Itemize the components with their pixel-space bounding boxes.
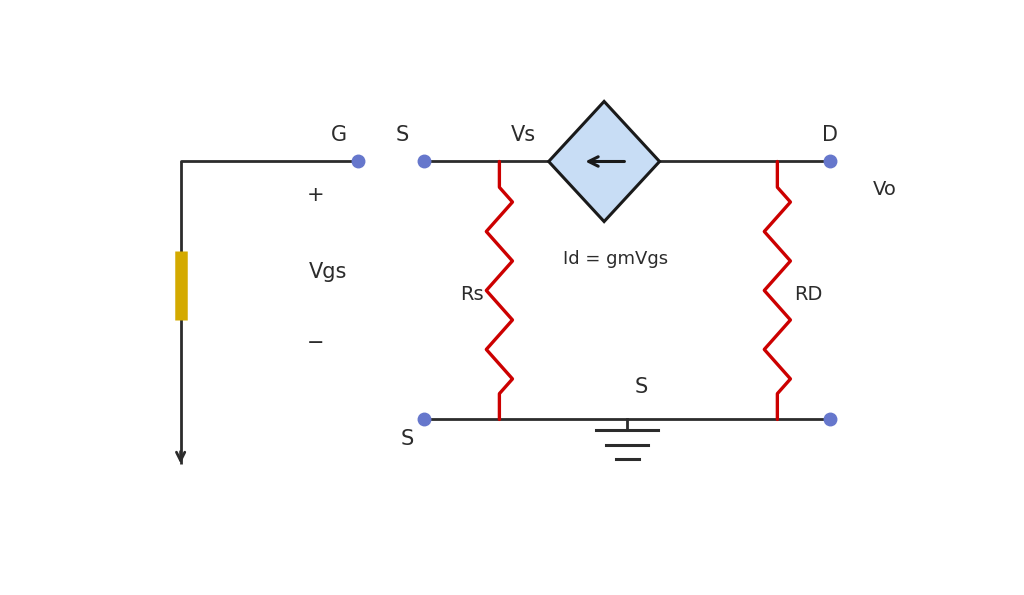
Text: S: S bbox=[400, 428, 414, 449]
Text: D: D bbox=[822, 126, 839, 145]
Text: +: + bbox=[306, 184, 325, 205]
Text: S: S bbox=[395, 126, 409, 145]
Text: RD: RD bbox=[795, 285, 822, 304]
Text: Rs: Rs bbox=[460, 285, 483, 304]
Polygon shape bbox=[549, 101, 659, 221]
Text: S: S bbox=[635, 377, 648, 397]
Text: Vs: Vs bbox=[511, 126, 536, 145]
Text: Vo: Vo bbox=[872, 180, 897, 199]
Text: Vgs: Vgs bbox=[309, 262, 347, 281]
Text: G: G bbox=[331, 126, 346, 145]
Text: −: − bbox=[306, 333, 325, 353]
Text: Id = gmVgs: Id = gmVgs bbox=[563, 249, 669, 268]
